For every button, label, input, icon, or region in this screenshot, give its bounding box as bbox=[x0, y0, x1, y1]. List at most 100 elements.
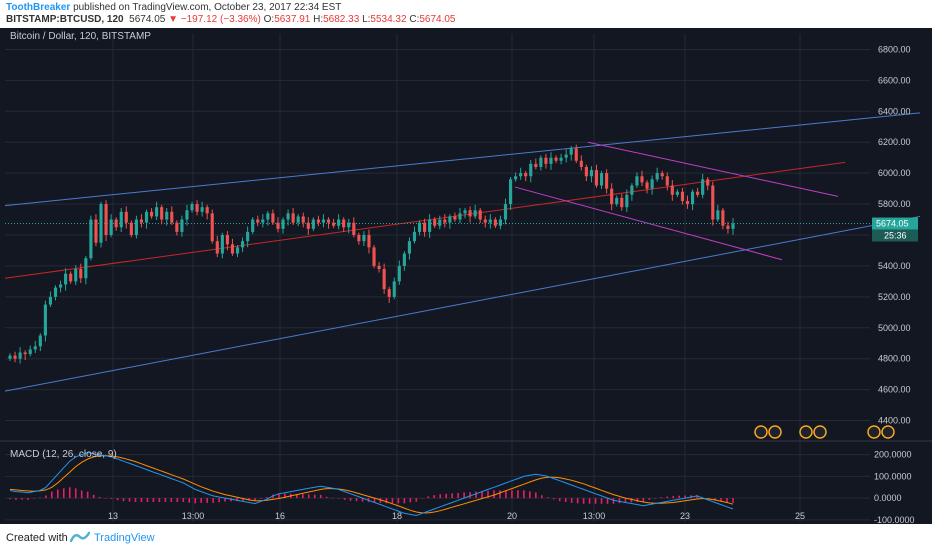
candle-body bbox=[109, 219, 113, 235]
candle-body bbox=[412, 231, 417, 242]
candle-body bbox=[104, 204, 108, 235]
macd-histogram-bar bbox=[158, 498, 161, 503]
event-marker-icon bbox=[768, 425, 782, 439]
tradingview-brand-link[interactable]: TradingView bbox=[94, 532, 155, 544]
event-marker-icon bbox=[867, 425, 881, 439]
price-tick-label: 5800.00 bbox=[878, 199, 911, 209]
candle-body bbox=[114, 219, 118, 228]
macd-histogram-bar bbox=[152, 498, 155, 503]
macd-histogram-bar bbox=[409, 498, 412, 503]
candle-body bbox=[731, 223, 735, 229]
macd-histogram-bar bbox=[325, 496, 328, 499]
candle-body bbox=[38, 335, 42, 347]
candle-body bbox=[498, 219, 502, 226]
macd-histogram-bar bbox=[98, 497, 101, 499]
macd-histogram-bar bbox=[104, 498, 107, 499]
last-price: 5674.05 bbox=[129, 14, 166, 25]
macd-histogram-bar bbox=[39, 497, 41, 499]
candle-body bbox=[620, 197, 624, 208]
candle-body bbox=[144, 211, 149, 223]
candle-body bbox=[296, 216, 300, 223]
candle-body bbox=[549, 157, 553, 164]
candle-body bbox=[559, 157, 563, 161]
candle-body bbox=[417, 222, 422, 232]
macd-histogram-bar bbox=[672, 495, 675, 499]
close-value: 5674.05 bbox=[419, 14, 456, 25]
candle-body bbox=[160, 207, 164, 220]
event-marker-icon bbox=[754, 425, 768, 439]
candle-body bbox=[564, 154, 568, 158]
candle-body bbox=[711, 185, 715, 220]
low-value: 5534.32 bbox=[370, 14, 407, 25]
candle-body bbox=[690, 191, 695, 205]
candle-body bbox=[79, 269, 83, 279]
macd-histogram-bar bbox=[86, 491, 89, 499]
candle-body bbox=[48, 296, 53, 305]
candle-body bbox=[448, 216, 452, 223]
macd-histogram-bar bbox=[194, 498, 197, 504]
macd-histogram-bar bbox=[529, 491, 531, 499]
candle-body bbox=[256, 219, 260, 223]
macd-histogram-bar bbox=[457, 492, 459, 499]
tradingview-logo-icon[interactable] bbox=[70, 531, 90, 543]
macd-histogram-bar bbox=[301, 494, 304, 499]
macd-histogram-bar bbox=[499, 490, 501, 499]
macd-histogram-bar bbox=[612, 498, 615, 504]
macd-histogram-bar bbox=[630, 498, 633, 503]
price-tick-label: 6600.00 bbox=[878, 75, 911, 85]
wedge-upper-line bbox=[587, 141, 839, 197]
candle-body bbox=[306, 222, 310, 229]
macd-histogram-bar bbox=[445, 493, 447, 499]
time-tick-label: 13:00 bbox=[583, 511, 606, 521]
author-link[interactable]: ToothBreaker bbox=[6, 2, 71, 13]
candle-body bbox=[215, 241, 219, 254]
macd-histogram-bar bbox=[546, 497, 549, 499]
price-tick-label: 5200.00 bbox=[878, 292, 911, 302]
candle-body bbox=[524, 173, 528, 177]
candle-body bbox=[347, 222, 351, 228]
macd-histogram-bar bbox=[397, 498, 400, 504]
chart-area[interactable]: 4400.00 4600.00 4800.00 5000.00 5200.00 5400.… bbox=[0, 28, 932, 525]
macd-histogram-bar bbox=[373, 498, 376, 503]
candle-body bbox=[635, 176, 639, 186]
candle-body bbox=[251, 219, 255, 232]
macd-histogram-bar bbox=[558, 498, 561, 502]
candle-body bbox=[33, 346, 37, 350]
macd-histogram-bar bbox=[296, 493, 298, 499]
macd-histogram-bar bbox=[600, 498, 603, 504]
macd-histogram-bar bbox=[606, 498, 609, 504]
macd-histogram-bar bbox=[415, 498, 418, 502]
macd-histogram-bar bbox=[421, 498, 424, 499]
candle-body bbox=[594, 170, 599, 186]
candle-body bbox=[534, 163, 538, 167]
macd-histogram-bar bbox=[678, 495, 681, 499]
open-value: 5637.91 bbox=[274, 14, 311, 25]
candle-body bbox=[170, 211, 174, 223]
macd-histogram-bar bbox=[254, 498, 256, 501]
candle-body bbox=[291, 213, 295, 223]
chart-canvas[interactable]: 4400.00 4600.00 4800.00 5000.00 5200.00 5400.… bbox=[0, 28, 932, 525]
candle-body bbox=[225, 235, 229, 245]
candle-body bbox=[397, 265, 401, 282]
candle-body bbox=[367, 235, 371, 248]
candle-body bbox=[53, 287, 58, 297]
candle-body bbox=[503, 204, 508, 220]
macd-histogram-bar bbox=[588, 498, 591, 504]
macd-histogram-bar bbox=[313, 494, 316, 499]
candle-body bbox=[428, 219, 432, 232]
channel-upper-line bbox=[4, 112, 921, 207]
candle-body bbox=[321, 219, 326, 223]
price-badge: 5674.05 bbox=[876, 219, 909, 229]
candle-body bbox=[493, 219, 497, 226]
macd-histogram-bar bbox=[576, 498, 579, 504]
macd-histogram-bar bbox=[618, 498, 621, 504]
candle-body bbox=[615, 197, 619, 205]
candle-body bbox=[716, 210, 720, 220]
price-tick-label: 4400.00 bbox=[878, 416, 911, 426]
candle-body bbox=[605, 173, 609, 189]
macd-histogram-bar bbox=[200, 498, 203, 503]
macd-histogram-bar bbox=[206, 498, 208, 503]
price-tick-label: 5400.00 bbox=[878, 261, 911, 271]
macd-histogram-bar bbox=[552, 498, 555, 500]
candle-body bbox=[721, 210, 725, 226]
